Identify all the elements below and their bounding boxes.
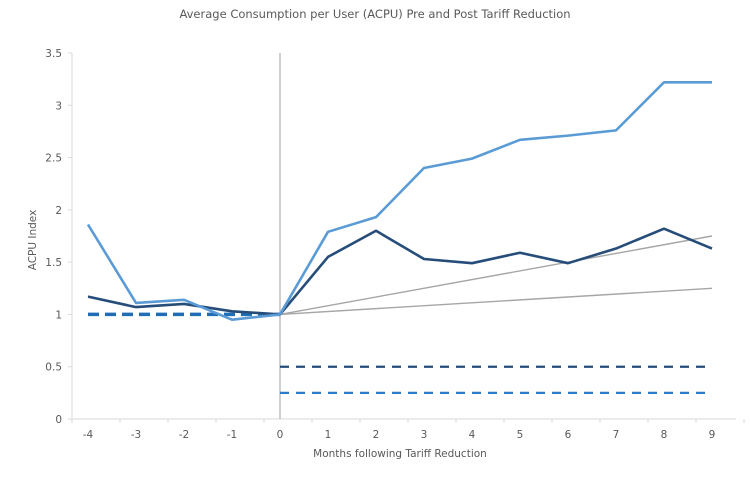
y-tick-label: 3 <box>55 100 62 112</box>
y-tick-label: 2 <box>55 205 62 217</box>
x-tick-label: -1 <box>227 429 237 441</box>
axes: 0 0.5 1 1.5 2 2.5 3 3.5 -4 -3 -2 -1 0 1 2 3 4 5 6 7 8 9 <box>45 48 745 441</box>
y-tick-label: 0.5 <box>45 362 62 374</box>
y-tick-label: 0 <box>55 414 62 426</box>
x-tick-label: 3 <box>421 429 428 441</box>
y-tick-label: 1.5 <box>45 257 62 269</box>
x-tick-label: 1 <box>325 429 332 441</box>
x-tick-label: 6 <box>565 429 572 441</box>
series-line-0 <box>86 80 712 321</box>
x-tick-label: -4 <box>83 429 94 441</box>
x-tick-label: -3 <box>131 429 141 441</box>
plot-area <box>86 53 713 419</box>
x-tick-label: 4 <box>469 429 476 441</box>
x-tick-label: 0 <box>277 429 284 441</box>
y-tick-label: 1 <box>55 309 62 321</box>
x-tick-label: 5 <box>517 429 524 441</box>
chart-title: Average Consumption per User (ACPU) Pre … <box>179 7 570 21</box>
x-tick-label: 8 <box>661 429 668 441</box>
series-line-3 <box>279 287 713 316</box>
x-tick-label: 9 <box>709 429 716 441</box>
y-tick-label: 3.5 <box>45 48 62 60</box>
series-line-1 <box>87 227 713 316</box>
x-axis-label: Months following Tariff Reduction <box>313 448 487 460</box>
y-tick-label: 2.5 <box>45 153 62 165</box>
series-line-2 <box>279 235 713 316</box>
x-tick-label: 2 <box>373 429 380 441</box>
y-axis-label: ACPU Index <box>27 210 39 271</box>
x-tick-label: 7 <box>613 429 620 441</box>
x-tick-label: -2 <box>179 429 189 441</box>
